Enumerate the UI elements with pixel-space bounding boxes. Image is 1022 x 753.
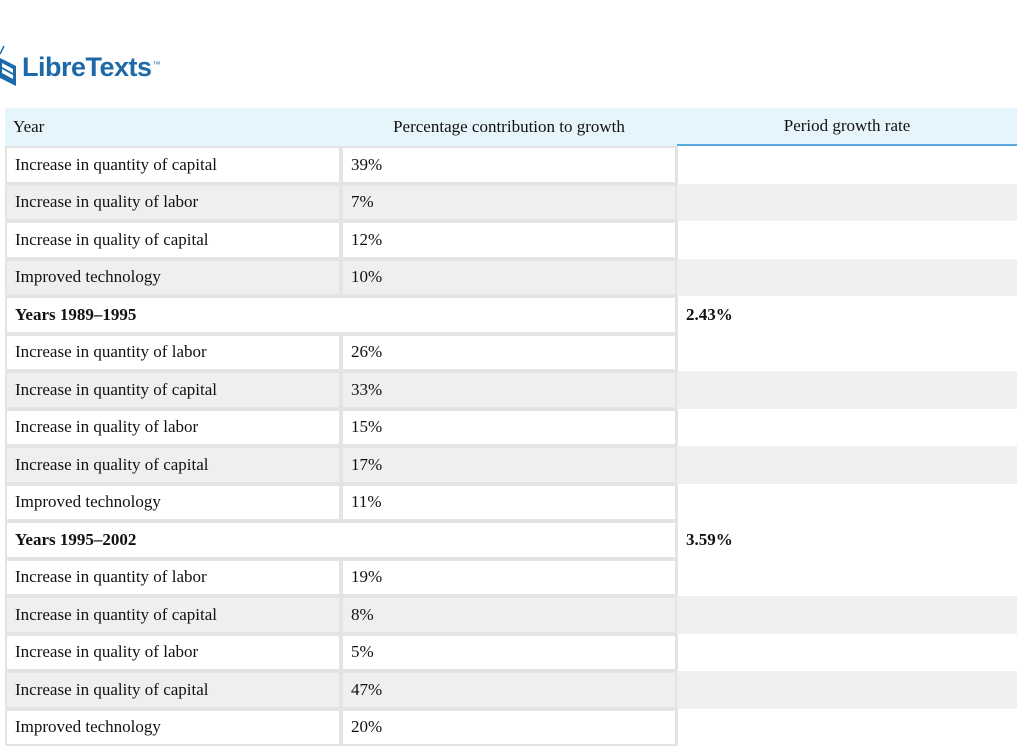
empty-rate-cell xyxy=(677,371,1017,409)
growth-factor-label: Improved technology xyxy=(5,708,341,746)
logo-trademark: ™ xyxy=(152,60,161,69)
contribution-value: 10% xyxy=(341,258,677,296)
table-row: Increase in quantity of labor 26% xyxy=(5,333,1017,371)
growth-factor-label: Increase in quality of labor xyxy=(5,633,341,671)
table-row: Increase in quantity of capital 33% xyxy=(5,371,1017,409)
empty-rate-cell xyxy=(677,558,1017,596)
header-contribution: Percentage contribution to growth xyxy=(341,108,677,146)
period-label: Years 1989–1995 xyxy=(5,296,677,334)
period-label: Years 1995–2002 xyxy=(5,521,677,559)
contribution-value: 5% xyxy=(341,633,677,671)
table-row: Increase in quality of labor 5% xyxy=(5,633,1017,671)
growth-factor-label: Increase in quality of labor xyxy=(5,183,341,221)
table-row: Increase in quantity of capital 8% xyxy=(5,596,1017,634)
period-group-row: Years 1989–1995 2.43% xyxy=(5,296,1017,334)
period-group-row: Years 1995–2002 3.59% xyxy=(5,521,1017,559)
growth-factor-label: Increase in quality of capital xyxy=(5,446,341,484)
table-row: Improved technology 11% xyxy=(5,483,1017,521)
logo-wordmark: LibreTexts xyxy=(22,52,152,82)
empty-rate-cell xyxy=(677,483,1017,521)
empty-rate-cell xyxy=(677,671,1017,709)
table-row: Increase in quantity of labor 19% xyxy=(5,558,1017,596)
growth-factor-label: Increase in quality of capital xyxy=(5,671,341,709)
growth-factor-label: Increase in quality of capital xyxy=(5,221,341,259)
table-body: Increase in quantity of capital 39% Increa… xyxy=(5,146,1017,746)
growth-factor-label: Increase in quantity of capital xyxy=(5,371,341,409)
contribution-value: 19% xyxy=(341,558,677,596)
libretexts-cube-icon xyxy=(0,45,16,86)
empty-rate-cell xyxy=(677,221,1017,259)
table-row: Increase in quantity of capital 39% xyxy=(5,146,1017,184)
contribution-value: 7% xyxy=(341,183,677,221)
contribution-value: 47% xyxy=(341,671,677,709)
empty-rate-cell xyxy=(677,258,1017,296)
period-growth-rate: 2.43% xyxy=(677,296,1017,334)
growth-factor-label: Improved technology xyxy=(5,258,341,296)
growth-factor-label: Improved technology xyxy=(5,483,341,521)
growth-factor-label: Increase in quantity of capital xyxy=(5,146,341,184)
header-year: Year xyxy=(5,108,341,146)
growth-contribution-table: Year Percentage contribution to growth P… xyxy=(5,108,1017,746)
table-row: Improved technology 20% xyxy=(5,708,1017,746)
contribution-value: 12% xyxy=(341,221,677,259)
table-row: Increase in quality of labor 7% xyxy=(5,183,1017,221)
empty-rate-cell xyxy=(677,146,1017,184)
table-row: Increase in quality of capital 47% xyxy=(5,671,1017,709)
contribution-value: 8% xyxy=(341,596,677,634)
contribution-value: 33% xyxy=(341,371,677,409)
empty-rate-cell xyxy=(677,633,1017,671)
empty-rate-cell xyxy=(677,596,1017,634)
empty-rate-cell xyxy=(677,333,1017,371)
contribution-value: 26% xyxy=(341,333,677,371)
growth-factor-label: Increase in quantity of labor xyxy=(5,558,341,596)
growth-factor-label: Increase in quantity of capital xyxy=(5,596,341,634)
empty-rate-cell xyxy=(677,408,1017,446)
contribution-value: 20% xyxy=(341,708,677,746)
contribution-value: 11% xyxy=(341,483,677,521)
contribution-value: 15% xyxy=(341,408,677,446)
header-period-growth-rate: Period growth rate xyxy=(677,108,1017,146)
table-row: Improved technology 10% xyxy=(5,258,1017,296)
contribution-value: 39% xyxy=(341,146,677,184)
libretexts-logo[interactable]: LibreTexts ™ xyxy=(0,44,161,90)
table-header: Year Percentage contribution to growth P… xyxy=(5,108,1017,146)
table-row: Increase in quality of capital 12% xyxy=(5,221,1017,259)
growth-factor-label: Increase in quality of labor xyxy=(5,408,341,446)
empty-rate-cell xyxy=(677,708,1017,746)
growth-factor-label: Increase in quantity of labor xyxy=(5,333,341,371)
table-row: Increase in quality of labor 15% xyxy=(5,408,1017,446)
table-row: Increase in quality of capital 17% xyxy=(5,446,1017,484)
period-growth-rate: 3.59% xyxy=(677,521,1017,559)
empty-rate-cell xyxy=(677,183,1017,221)
empty-rate-cell xyxy=(677,446,1017,484)
contribution-value: 17% xyxy=(341,446,677,484)
